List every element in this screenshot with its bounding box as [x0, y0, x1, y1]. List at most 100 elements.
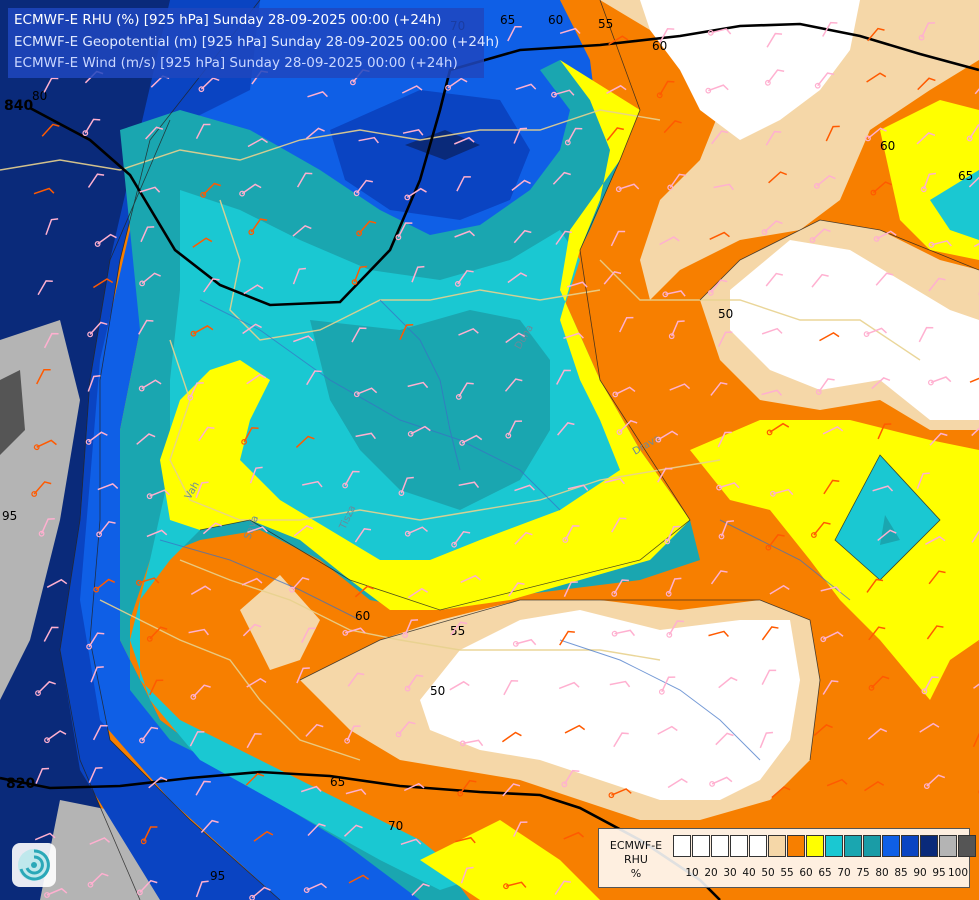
wind-barb: [868, 626, 886, 641]
wind-barb: [403, 782, 425, 792]
region-yellow: [160, 60, 690, 610]
wind-barb: [33, 439, 57, 451]
wind-barb: [195, 481, 209, 499]
wind-barb: [348, 874, 370, 884]
wind-barb: [135, 577, 160, 586]
region-navy-core: [405, 130, 480, 160]
rivers: [159, 299, 851, 761]
wind-barb: [351, 265, 367, 286]
wind-barb: [247, 526, 268, 534]
wind-barb: [401, 85, 423, 94]
wind-barb: [88, 767, 103, 784]
legend-swatch: [825, 835, 843, 857]
wind-barb: [37, 280, 53, 296]
wind-barb: [149, 679, 164, 696]
wind-barb: [557, 422, 575, 436]
wind-barb: [35, 680, 56, 696]
legend-tick: 85: [894, 867, 908, 879]
wind-barb: [86, 632, 105, 650]
wind-barb: [972, 731, 979, 748]
legend-tick: 40: [742, 867, 756, 879]
wind-barb: [559, 630, 575, 646]
contour-label: 60: [880, 139, 895, 153]
wind-barb: [865, 127, 887, 142]
wind-barb: [402, 129, 424, 136]
wind-barb: [347, 672, 365, 687]
wind-barb: [770, 488, 794, 497]
wind-barb: [716, 482, 740, 491]
wind-barb: [190, 585, 212, 595]
wind-barb: [558, 681, 580, 690]
wind-barb: [345, 788, 367, 795]
region-navy-center: [330, 90, 530, 220]
wind-barb: [195, 123, 211, 140]
wind-barb: [564, 724, 586, 734]
wind-barb: [93, 278, 114, 289]
wind-barb: [929, 432, 948, 446]
wind-barb: [761, 669, 777, 685]
wind-barb: [89, 837, 111, 845]
wind-barb: [811, 521, 831, 538]
wind-barb: [768, 171, 788, 184]
wind-barb: [928, 277, 946, 292]
map-title-box: ECMWF-E RHU (%) [925 hPa] Sunday 28-09-2…: [8, 8, 499, 78]
contour-label: 95: [2, 509, 17, 523]
wind-barb: [190, 684, 211, 700]
wind-barb: [559, 27, 581, 35]
wind-barb: [455, 836, 476, 844]
wind-barb: [928, 570, 946, 585]
wind-barb: [708, 630, 729, 637]
wind-barb: [351, 327, 367, 343]
wind-barb: [657, 467, 673, 483]
region-teal-core: [310, 310, 550, 510]
wind-barb: [38, 518, 55, 537]
wind-barb: [451, 530, 471, 548]
wind-barb: [343, 824, 363, 837]
wind-barb: [45, 218, 59, 235]
wind-barb: [289, 576, 310, 593]
wind-barb: [822, 680, 839, 695]
wind-barb: [665, 577, 682, 597]
wind-barb: [761, 626, 779, 641]
wind-barb: [603, 271, 622, 285]
wind-barb: [765, 130, 782, 146]
wind-barb: [96, 520, 116, 538]
wind-barb: [864, 781, 885, 792]
contour-label: 80: [32, 89, 47, 103]
wind-barb: [825, 125, 840, 142]
wind-barb: [136, 433, 156, 445]
wind-barb: [302, 480, 323, 488]
wind-barb: [139, 272, 161, 287]
wind-barb: [867, 728, 888, 740]
wind-barb: [92, 724, 108, 741]
wind-barb: [508, 582, 525, 597]
legend-tick: 60: [799, 867, 813, 879]
wind-barb: [241, 427, 259, 445]
wind-barb: [711, 130, 729, 145]
wind-barb: [877, 423, 892, 440]
region-yellow-south: [420, 820, 600, 900]
wind-barb: [604, 477, 625, 485]
wind-barb: [771, 786, 791, 799]
wind-barb: [707, 28, 732, 36]
wind-barb: [200, 182, 222, 198]
wind-barb: [657, 725, 678, 735]
wind-barb: [551, 89, 575, 98]
wind-barb: [307, 823, 326, 837]
wind-barb: [615, 183, 640, 193]
legend-swatch: [806, 835, 824, 857]
wind-barb: [293, 335, 314, 343]
wind-barb: [503, 680, 519, 696]
legend-swatch: [711, 835, 729, 857]
region-cyan-ne: [930, 170, 979, 240]
wind-barb: [97, 482, 119, 491]
wind-barb: [306, 370, 322, 386]
wind-barb: [460, 574, 481, 583]
region-white-north: [640, 0, 860, 140]
wind-barb: [916, 472, 930, 489]
geopotential-label-820: 820: [6, 776, 35, 792]
wind-barb: [445, 77, 468, 91]
wind-barb: [655, 430, 679, 443]
